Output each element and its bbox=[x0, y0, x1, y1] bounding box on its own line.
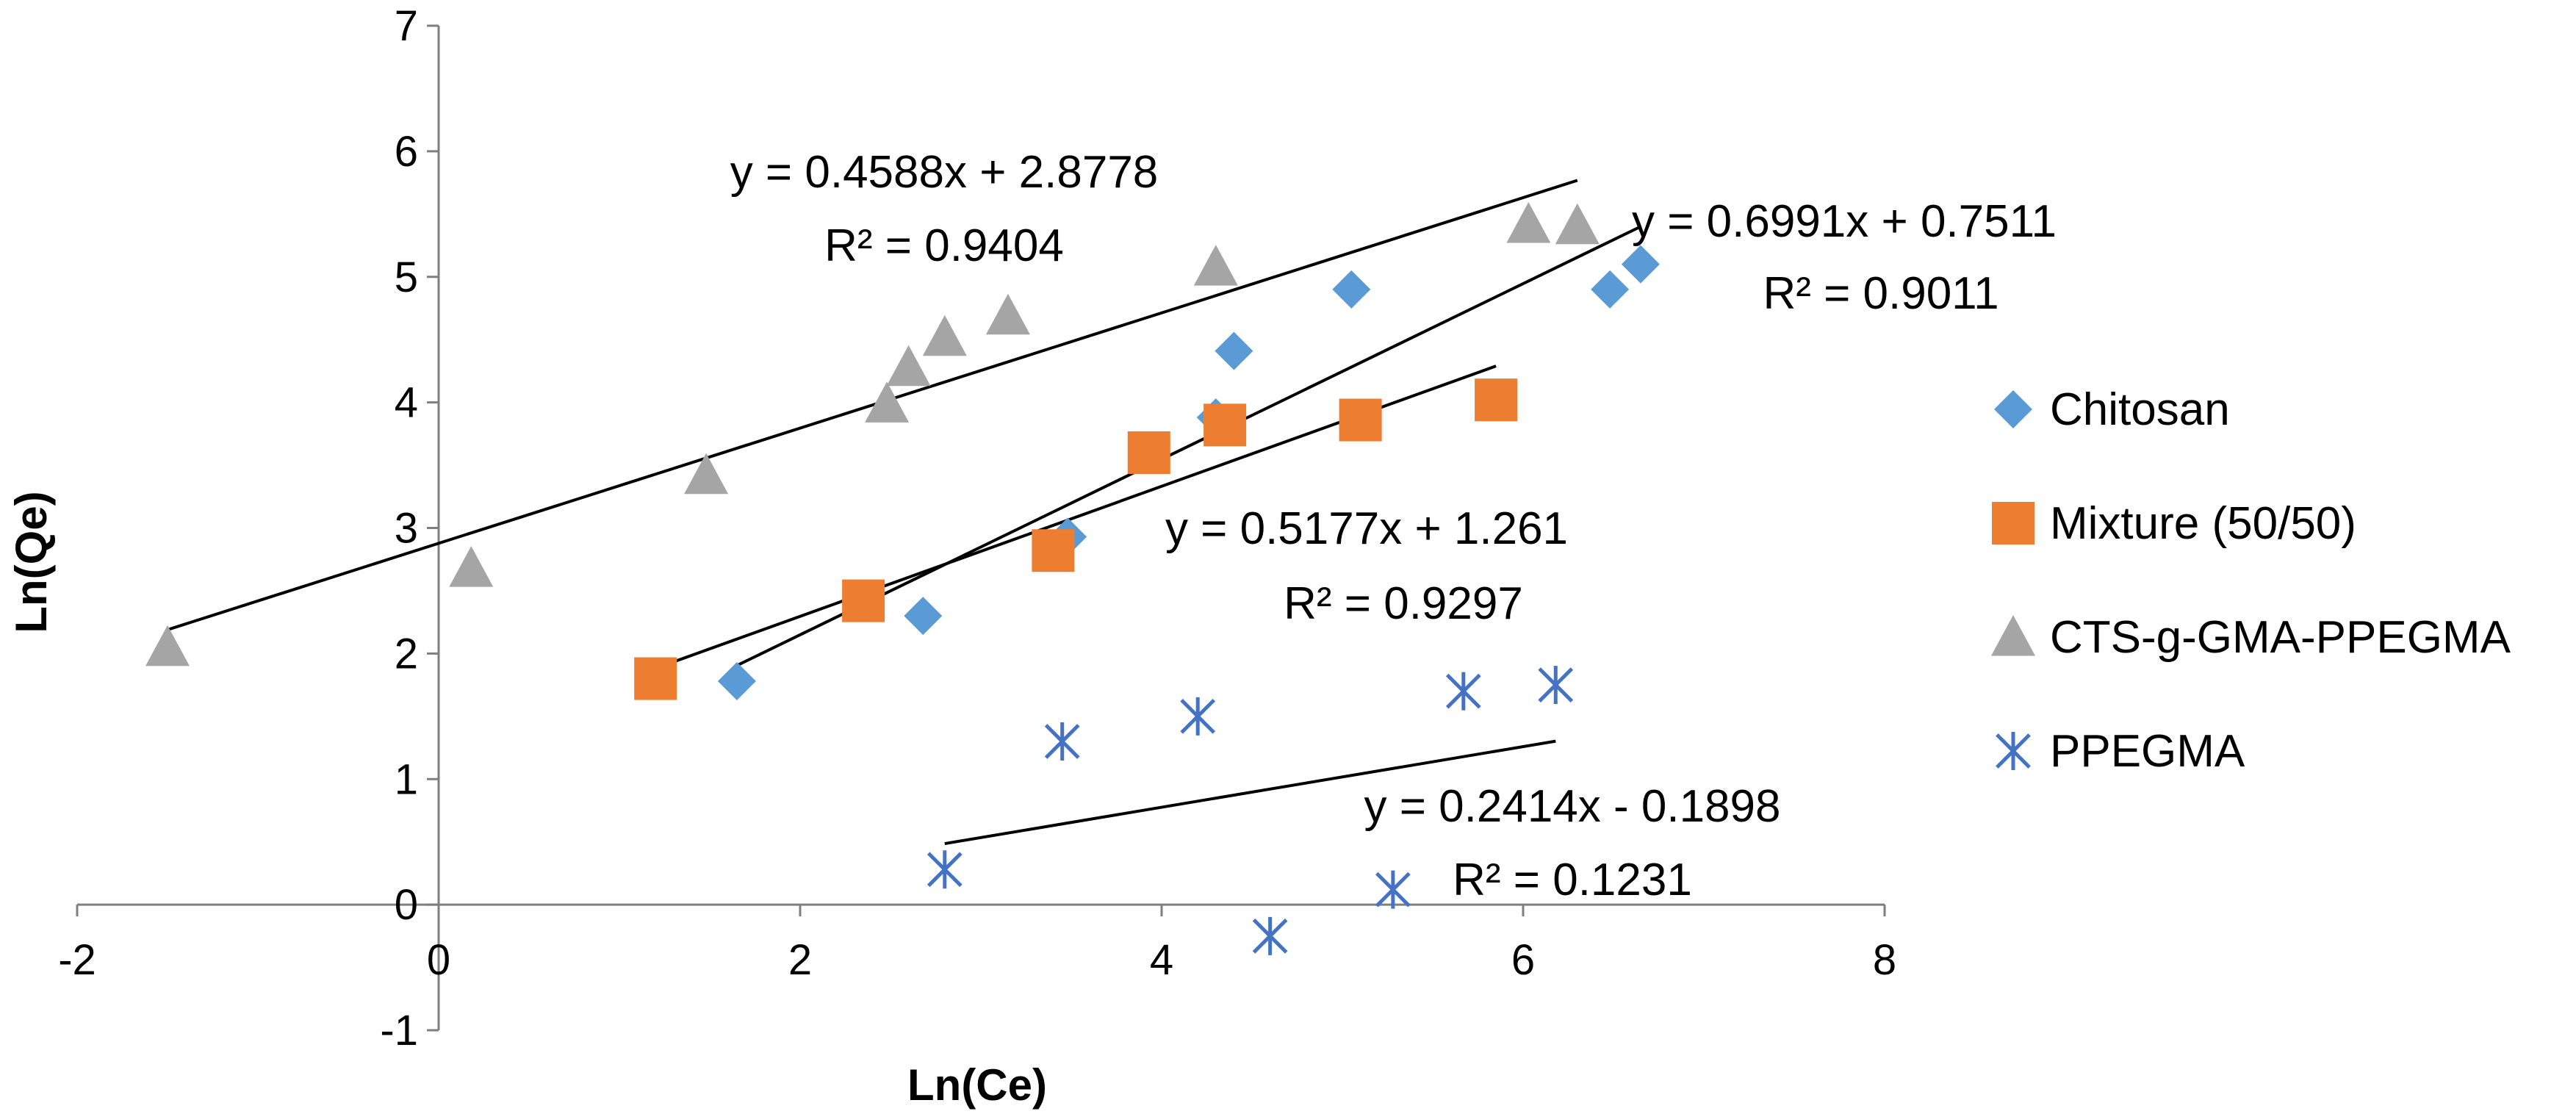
data-point-mixture-50-50 bbox=[1475, 378, 1518, 422]
data-point-mixture-50-50 bbox=[1204, 403, 1247, 447]
data-point-ppegma bbox=[1375, 870, 1411, 909]
data-point-mixture-50-50 bbox=[634, 657, 677, 700]
x-tick-label: 2 bbox=[788, 936, 812, 984]
trendline-r2-ppegma: R² = 0.1231 bbox=[1453, 855, 1692, 905]
trendline-equation-cts: y = 0.4588x + 2.8778 bbox=[730, 147, 1159, 198]
legend-marker-mixture-50-50 bbox=[1992, 502, 2034, 545]
data-point-cts-g-gma-ppegma bbox=[1555, 203, 1600, 245]
legend-label-chitosan: Chitosan bbox=[2050, 384, 2230, 435]
data-point-ppegma bbox=[1538, 666, 1574, 705]
y-tick-label: 7 bbox=[395, 2, 418, 50]
data-point-chitosan bbox=[1332, 270, 1371, 309]
data-point-ppegma bbox=[1252, 916, 1288, 955]
data-point-cts-g-gma-ppegma bbox=[449, 546, 494, 587]
x-tick-label: 4 bbox=[1150, 936, 1173, 984]
y-tick-label: 6 bbox=[395, 128, 418, 176]
data-point-chitosan bbox=[1621, 245, 1660, 284]
legend-label-mixture: Mixture (50/50) bbox=[2050, 498, 2356, 549]
x-tick-label: 6 bbox=[1511, 936, 1535, 984]
trendline-ppegma bbox=[944, 739, 1556, 846]
data-point-ppegma bbox=[1044, 722, 1080, 761]
data-point-cts-g-gma-ppegma bbox=[1506, 201, 1551, 243]
data-point-ppegma bbox=[1180, 697, 1216, 736]
trendline-r2-chitosan: R² = 0.9011 bbox=[1763, 268, 1998, 319]
trendline-r2-cts: R² = 0.9404 bbox=[824, 220, 1064, 271]
data-point-cts-g-gma-ppegma bbox=[985, 293, 1030, 335]
y-tick-label: 0 bbox=[395, 881, 418, 929]
data-point-cts-g-gma-ppegma bbox=[922, 315, 967, 356]
y-tick-label: 3 bbox=[395, 505, 418, 553]
y-tick-label: 1 bbox=[395, 755, 418, 803]
data-point-cts-g-gma-ppegma bbox=[145, 625, 190, 666]
data-point-mixture-50-50 bbox=[842, 579, 885, 622]
legend-item-cts-g-gma-ppegma: CTS-g-GMA-PPEGMA bbox=[1991, 612, 2511, 663]
y-axis-ticks: -1 0 1 2 3 4 5 6 7 bbox=[380, 2, 439, 1054]
trendline-equation-ppegma: y = 0.2414x - 0.1898 bbox=[1364, 781, 1780, 832]
legend-item-mixture: Mixture (50/50) bbox=[1992, 498, 2356, 549]
trendline-r2-mixture: R² = 0.9297 bbox=[1284, 578, 1523, 629]
y-tick-label: -1 bbox=[380, 1007, 418, 1054]
legend: Chitosan Mixture (50/50) CTS-g-GMA-PPEGM… bbox=[1991, 384, 2511, 777]
data-point-chitosan bbox=[717, 661, 756, 700]
data-points bbox=[145, 201, 1660, 955]
data-point-mixture-50-50 bbox=[1032, 529, 1075, 572]
data-point-cts-g-gma-ppegma bbox=[1193, 245, 1238, 286]
data-point-mixture-50-50 bbox=[1339, 398, 1382, 442]
data-point-cts-g-gma-ppegma bbox=[886, 345, 931, 387]
data-point-chitosan bbox=[1215, 331, 1253, 370]
y-tick-label: 4 bbox=[395, 379, 418, 427]
legend-item-chitosan: Chitosan bbox=[1994, 384, 2230, 435]
data-point-mixture-50-50 bbox=[1127, 431, 1170, 474]
data-point-ppegma bbox=[1445, 672, 1481, 711]
x-tick-label: 8 bbox=[1873, 936, 1896, 984]
legend-item-ppegma: PPEGMA bbox=[1996, 726, 2245, 777]
legend-marker-chitosan bbox=[1994, 390, 2032, 428]
y-tick-label: 5 bbox=[395, 254, 418, 301]
data-point-cts-g-gma-ppegma bbox=[684, 453, 729, 495]
y-axis-title: Ln(Qe) bbox=[7, 491, 56, 633]
legend-label-ppegma: PPEGMA bbox=[2050, 726, 2245, 777]
legend-marker-cts-g-gma-ppegma bbox=[1991, 615, 2035, 656]
legend-label-cts-g-gma-ppegma: CTS-g-GMA-PPEGMA bbox=[2050, 612, 2511, 663]
legend-marker-ppegma bbox=[1996, 732, 2031, 770]
x-tick-label: 0 bbox=[427, 936, 450, 984]
x-axis-title: Ln(Ce) bbox=[907, 1060, 1047, 1110]
data-point-chitosan bbox=[904, 597, 943, 636]
data-point-cts-g-gma-ppegma bbox=[865, 381, 910, 423]
trendline-equations: y = 0.4588x + 2.8778 R² = 0.9404 y = 0.6… bbox=[730, 147, 2057, 905]
data-point-chitosan bbox=[1591, 270, 1630, 309]
y-tick-label: 2 bbox=[395, 630, 418, 678]
trendline-equation-chitosan: y = 0.6991x + 0.7511 bbox=[1632, 196, 2057, 247]
trendline-equation-mixture: y = 0.5177x + 1.261 bbox=[1165, 503, 1568, 554]
trendline-chitosan bbox=[736, 225, 1641, 667]
trendline-cts-g-gma-ppegma bbox=[167, 179, 1578, 631]
x-tick-label: -2 bbox=[58, 936, 96, 984]
data-point-ppegma bbox=[927, 850, 963, 889]
x-axis-ticks: -2 0 2 4 6 8 bbox=[58, 905, 1896, 984]
